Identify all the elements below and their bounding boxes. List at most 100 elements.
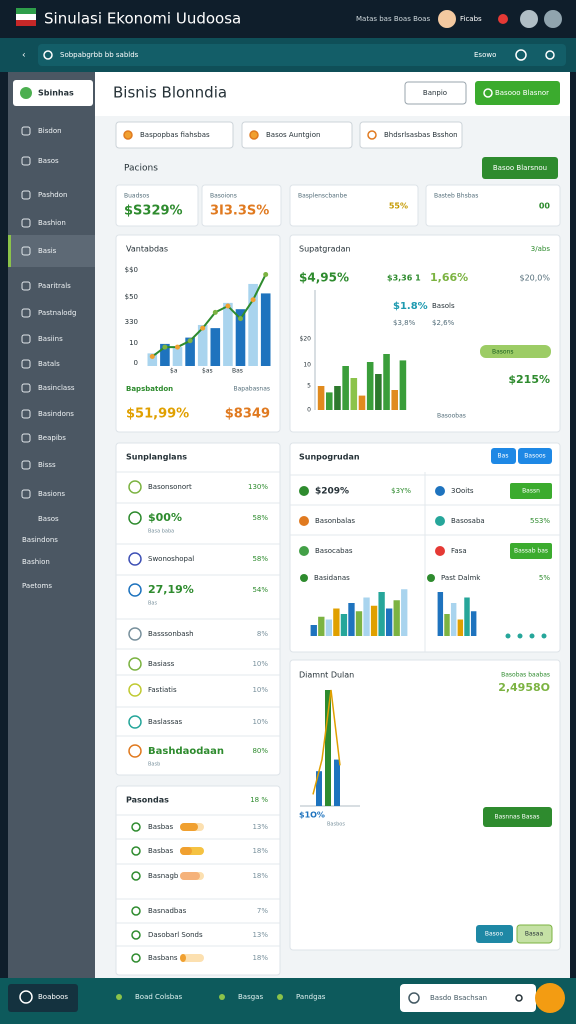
bottom-link[interactable]: Boad Colsbas (135, 993, 183, 1001)
nav-item[interactable]: Basis (38, 247, 57, 255)
row-label: Basnagb (148, 872, 179, 880)
bar (317, 386, 325, 410)
button[interactable] (404, 81, 467, 105)
chart-title: Diamnt Dulan (299, 671, 354, 680)
nav-item[interactable]: Beapibs (38, 434, 66, 442)
row-sub: Basa baba (148, 529, 174, 535)
button[interactable] (518, 448, 552, 464)
card (201, 184, 282, 227)
bar (450, 603, 457, 636)
button[interactable] (491, 448, 516, 464)
item-icon (427, 574, 435, 582)
brand: Boaboos (38, 993, 68, 1001)
bottom-link[interactable]: Basgas (238, 993, 263, 1001)
top-links[interactable]: Matas bas Boas Boas (356, 15, 430, 23)
nav-item[interactable]: Paetoms (22, 582, 52, 590)
item-icon (435, 516, 445, 526)
bar (334, 759, 340, 806)
bar (363, 597, 370, 636)
fab[interactable] (535, 983, 565, 1013)
button-label[interactable]: Basoo (485, 931, 504, 938)
row-label: Basssonbash (148, 630, 194, 638)
nav-item[interactable]: Pastnalodg (38, 309, 76, 317)
nav-item[interactable]: Bashion (22, 558, 50, 566)
nav-item[interactable]: Bisss (38, 461, 56, 469)
button[interactable] (482, 157, 558, 179)
nav-item[interactable]: Paaritrals (38, 282, 71, 290)
row-icon (131, 871, 141, 881)
button-label[interactable]: Basoo Blarsnou (493, 164, 547, 172)
nav-item[interactable]: Basos (38, 157, 59, 165)
item-icon (435, 546, 445, 556)
bar (210, 328, 221, 366)
row-label: Bashdaodaan (148, 746, 224, 757)
row-icon (131, 822, 141, 832)
nav-item[interactable]: Basindons (22, 536, 58, 544)
nav-item[interactable]: Basions (38, 490, 65, 498)
button-label[interactable]: Bassab bas (514, 548, 548, 555)
highlight: $1.8% (393, 301, 428, 312)
caption: Bapabasnas (234, 386, 271, 393)
chart-tag: 3/abs (531, 245, 551, 253)
axis-label: $$0 (125, 266, 138, 274)
nav-item[interactable]: Pashdon (38, 191, 67, 199)
row-value: 18% (252, 954, 268, 962)
filter-label[interactable]: Basos Auntgion (266, 131, 320, 139)
row-icon (128, 683, 142, 697)
user-name: Ficabs (460, 15, 482, 23)
row-value: 10% (252, 718, 268, 726)
row-label: Basbas (148, 823, 173, 831)
bar (378, 592, 385, 636)
button[interactable] (475, 81, 560, 105)
button-label[interactable]: Basaa (525, 931, 544, 938)
button[interactable] (483, 807, 552, 827)
item-icon (300, 574, 308, 582)
kpi-value: 00 (539, 202, 551, 211)
nav-icon (21, 156, 31, 166)
nav-item[interactable]: Bisdon (38, 127, 62, 135)
bar (340, 614, 348, 636)
button[interactable] (516, 924, 553, 944)
stat: 1,66% (430, 271, 468, 284)
button-label[interactable]: Basoos (524, 453, 545, 460)
card (115, 442, 281, 776)
filter[interactable] (241, 121, 353, 149)
nav-item[interactable]: Basindons (38, 410, 74, 418)
nav-item[interactable]: Batals (38, 360, 60, 368)
button-label[interactable]: Banpio (423, 89, 447, 97)
nav-item[interactable]: Basinclass (38, 384, 75, 392)
back-icon: ‹ (22, 51, 26, 61)
button-icon (483, 88, 493, 98)
button-label[interactable]: Basnnas Basas (495, 814, 540, 821)
button-label[interactable]: Basooo Blasnor (495, 89, 549, 97)
search-bar[interactable] (38, 44, 566, 66)
stat: $20,0% (519, 274, 550, 283)
search-box[interactable] (400, 984, 536, 1012)
bar (464, 597, 470, 636)
button[interactable] (476, 925, 513, 943)
filter[interactable] (115, 121, 234, 149)
nav-action[interactable]: Esowo (474, 51, 496, 59)
search-text[interactable]: Basdo Bsachsan (430, 994, 487, 1002)
button[interactable] (510, 543, 552, 559)
kpi-value: 55% (389, 202, 408, 211)
filter-icon (367, 130, 377, 140)
active-marker (8, 235, 11, 267)
nav-item[interactable]: Bashion (38, 219, 66, 227)
bar (197, 324, 208, 366)
button[interactable] (510, 483, 552, 499)
button-label[interactable]: Bassn (522, 488, 540, 495)
row-label: Baslassas (148, 718, 183, 726)
axis-label: 0 (134, 359, 138, 367)
filter-label[interactable]: Baspopbas fiahsbas (140, 131, 210, 139)
filter[interactable] (359, 121, 463, 149)
nav-item[interactable]: Basos (38, 515, 59, 523)
avatar (544, 10, 562, 28)
item-label: $209% (315, 487, 349, 497)
filter-label[interactable]: Bhdsrlsasbas Bsshon (384, 131, 458, 139)
panel-title: Sunpogrudan (299, 453, 360, 462)
bar (325, 392, 333, 410)
button-label[interactable]: Bas (498, 453, 509, 460)
bottom-link[interactable]: Pandgas (296, 993, 326, 1001)
nav-item[interactable]: Basiins (38, 335, 63, 343)
